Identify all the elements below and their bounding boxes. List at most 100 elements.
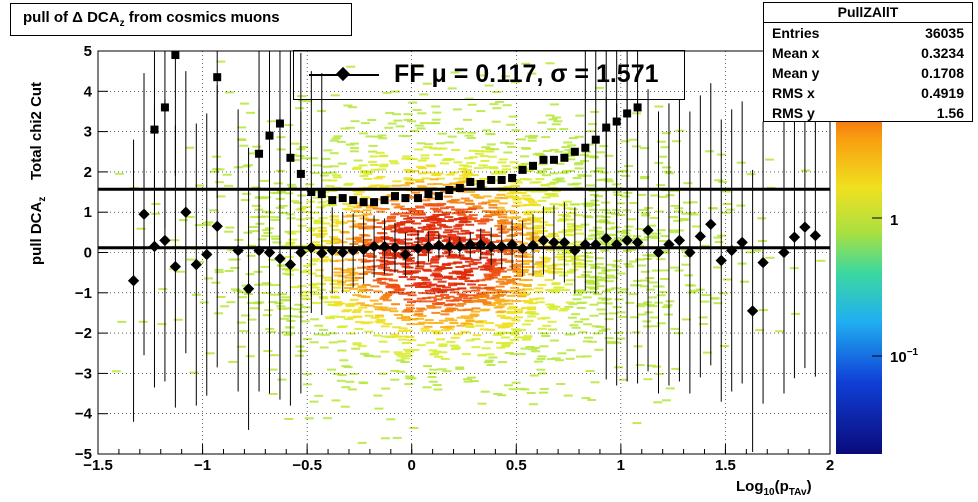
heat-cell xyxy=(633,345,643,348)
heat-cell xyxy=(388,257,397,259)
heat-cell xyxy=(498,270,507,273)
heat-cell xyxy=(362,255,372,257)
heat-cell xyxy=(343,309,352,312)
heat-cell xyxy=(415,323,425,326)
heat-cell xyxy=(624,225,634,228)
heat-cell xyxy=(530,220,540,223)
heat-cell xyxy=(519,279,529,282)
heat-cell xyxy=(431,217,440,220)
heat-cell xyxy=(386,260,396,263)
heat-cell xyxy=(423,365,433,368)
heat-cell xyxy=(708,207,718,210)
heat-cell xyxy=(186,258,196,261)
heat-cell xyxy=(549,181,559,184)
heat-cell xyxy=(376,319,386,321)
heat-cell xyxy=(620,140,630,143)
heat-cell xyxy=(346,65,356,68)
heat-cell xyxy=(552,178,562,181)
heat-cell xyxy=(614,366,624,369)
heat-cell xyxy=(398,338,407,341)
heat-cell xyxy=(635,364,645,367)
heat-cell xyxy=(589,286,599,289)
heat-cell xyxy=(356,239,366,242)
heat-cell xyxy=(415,65,425,68)
heat-cell xyxy=(585,370,595,372)
heat-cell xyxy=(573,214,583,217)
heat-cell xyxy=(365,304,375,307)
heat-cell xyxy=(529,374,539,377)
heat-cell xyxy=(138,320,148,323)
heat-cell xyxy=(566,270,576,273)
heat-cell xyxy=(394,314,403,316)
heat-cell xyxy=(588,263,598,266)
heat-cell xyxy=(430,219,440,221)
heat-cell xyxy=(404,221,414,224)
heat-cell xyxy=(450,288,460,291)
heat-cell xyxy=(451,149,461,151)
heat-cell xyxy=(381,295,391,298)
heat-cell xyxy=(333,274,343,277)
heat-cell xyxy=(136,227,146,230)
heat-cell xyxy=(505,278,515,281)
heat-cell xyxy=(480,159,490,162)
heat-cell xyxy=(585,202,595,205)
heat-cell xyxy=(372,207,382,210)
heat-cell xyxy=(474,150,484,153)
heat-cell xyxy=(662,166,672,169)
heat-cell xyxy=(364,204,374,207)
heat-cell xyxy=(484,341,493,343)
heat-cell xyxy=(170,239,180,242)
heat-cell xyxy=(396,241,406,243)
heat-cell xyxy=(470,297,480,299)
heat-cell xyxy=(363,271,373,274)
heat-cell xyxy=(236,345,246,348)
heat-cell xyxy=(423,203,433,206)
heat-cell xyxy=(437,202,447,205)
heat-cell xyxy=(343,183,353,186)
heat-cell xyxy=(299,248,309,251)
heat-cell xyxy=(350,142,359,145)
heat-cell xyxy=(480,390,490,393)
heat-cell xyxy=(364,225,374,228)
heat-cell xyxy=(581,397,591,400)
heat-cell xyxy=(502,343,511,346)
heat-cell xyxy=(335,222,345,225)
heat-cell xyxy=(383,269,393,272)
heat-cell xyxy=(360,304,370,307)
heat-cell xyxy=(432,237,442,239)
heat-cell xyxy=(596,151,606,154)
heat-cell xyxy=(571,313,580,316)
heat-cell xyxy=(270,293,280,296)
heat-cell xyxy=(662,399,671,402)
heat-cell xyxy=(401,292,411,295)
heat-cell xyxy=(448,272,458,275)
heat-cell xyxy=(390,90,400,93)
heat-cell xyxy=(510,333,520,336)
heat-cell xyxy=(791,312,801,315)
heat-cell xyxy=(456,283,466,286)
heat-cell xyxy=(719,345,729,347)
heat-cell xyxy=(765,256,775,259)
heat-cell xyxy=(479,268,489,271)
mean-point xyxy=(506,238,518,251)
heat-cell xyxy=(457,287,467,290)
heat-cell xyxy=(431,118,441,121)
heat-cell xyxy=(349,372,359,375)
heat-cell xyxy=(492,294,502,297)
heat-cell xyxy=(551,357,561,360)
data-points xyxy=(127,51,822,452)
heat-cell xyxy=(516,271,525,274)
heat-cell xyxy=(412,300,422,303)
heat-cell xyxy=(625,301,635,304)
heat-cell xyxy=(445,206,455,209)
heat-cell xyxy=(551,123,561,126)
heat-cell xyxy=(654,105,664,108)
heat-cell xyxy=(290,200,299,203)
heat-cell xyxy=(394,228,404,231)
heat-cell xyxy=(504,216,514,219)
heat-cell xyxy=(569,255,579,258)
heat-cell xyxy=(157,323,167,326)
heat-cell xyxy=(281,296,291,299)
heat-cell xyxy=(391,303,401,306)
heat-cell xyxy=(283,315,293,318)
